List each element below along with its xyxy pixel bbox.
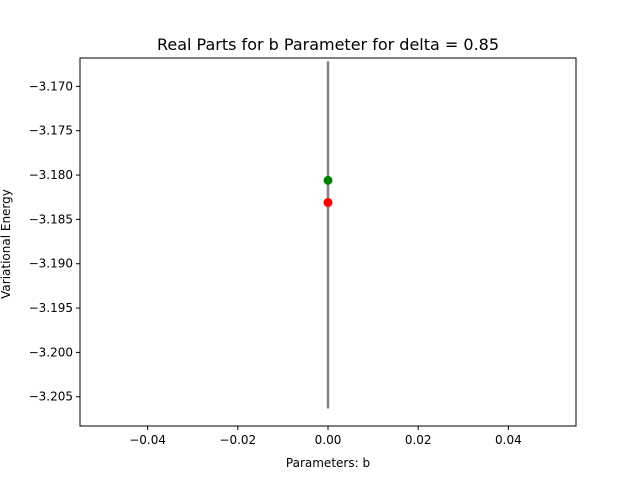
x-tick-label: 0.00 <box>315 433 342 447</box>
y-tick-label: −3.205 <box>29 390 73 404</box>
x-tick-label: −0.02 <box>219 433 256 447</box>
x-tick-label: 0.02 <box>405 433 432 447</box>
y-tick-label: −3.175 <box>29 124 73 138</box>
x-tick-label: −0.04 <box>129 433 166 447</box>
data-marks <box>323 61 333 409</box>
y-tick-label: −3.180 <box>29 168 73 182</box>
x-tick-label: 0.04 <box>495 433 522 447</box>
y-tick-label: −3.190 <box>29 257 73 271</box>
data-point <box>323 198 333 208</box>
y-axis-label: Variational Energy <box>0 189 13 299</box>
x-axis: −0.04 −0.02 0.00 0.02 0.04 <box>129 426 522 447</box>
y-axis: −3.170 −3.175 −3.180 −3.185 −3.190 −3.195 −3.2… <box>29 79 80 404</box>
y-tick-label: −3.185 <box>29 212 73 226</box>
y-tick-label: −3.200 <box>29 345 73 359</box>
x-axis-label: Parameters: b <box>286 456 370 470</box>
y-tick-label: −3.195 <box>29 301 73 315</box>
y-tick-label: −3.170 <box>29 79 73 93</box>
data-point <box>323 175 333 185</box>
chart-title: Real Parts for b Parameter for delta = 0… <box>157 35 499 54</box>
